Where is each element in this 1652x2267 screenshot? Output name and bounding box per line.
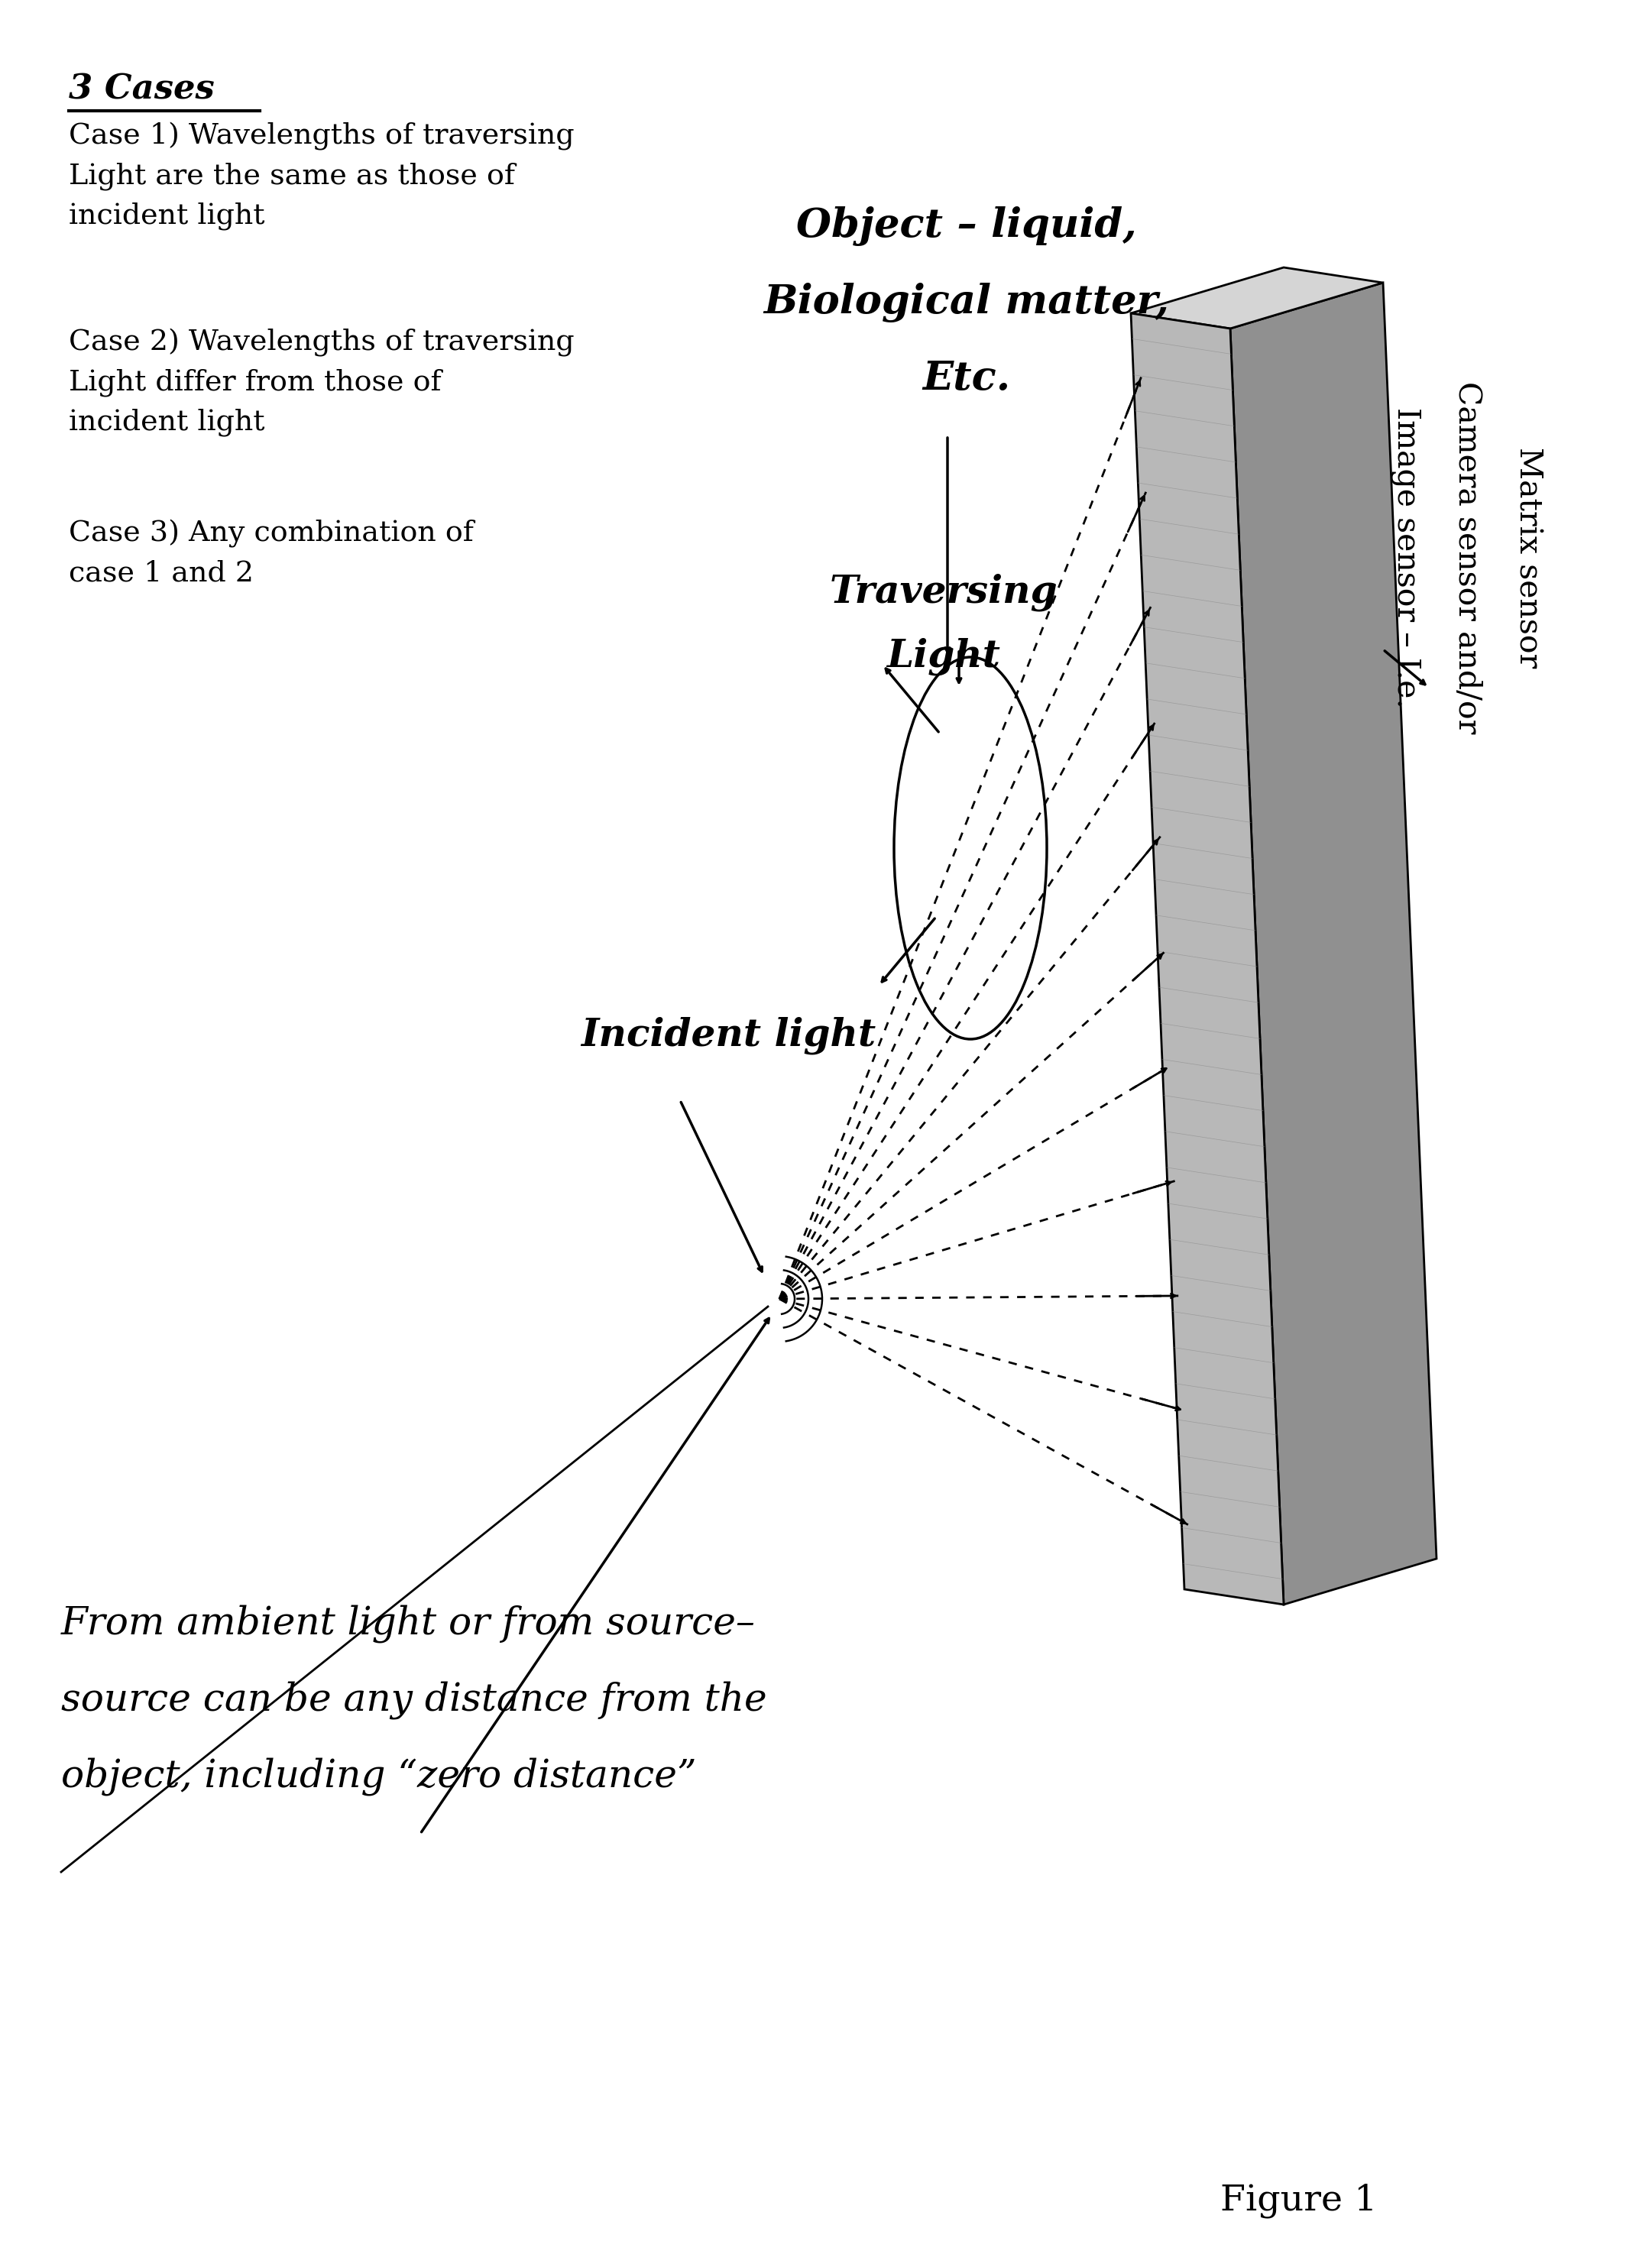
Text: Case 2) Wavelengths of traversing
Light differ from those of
incident light: Case 2) Wavelengths of traversing Light … [69,329,575,435]
Text: Figure 1: Figure 1 [1221,2183,1378,2217]
Text: object, including “zero distance”: object, including “zero distance” [61,1757,697,1795]
Text: Image sensor – I.e.: Image sensor – I.e. [1391,408,1421,707]
Text: Incident light: Incident light [582,1016,876,1054]
Text: Case 3) Any combination of
case 1 and 2: Case 3) Any combination of case 1 and 2 [69,519,474,587]
Polygon shape [1132,268,1383,329]
Text: Camera sensor and/or: Camera sensor and/or [1452,381,1482,735]
Polygon shape [1132,313,1284,1605]
Text: Etc.: Etc. [922,358,1011,399]
Text: Case 1) Wavelengths of traversing
Light are the same as those of
incident light: Case 1) Wavelengths of traversing Light … [69,122,575,229]
Text: Light: Light [887,637,1001,676]
Text: 3 Cases: 3 Cases [69,73,215,107]
Text: Object – liquid,: Object – liquid, [796,206,1137,247]
Text: source can be any distance from the: source can be any distance from the [61,1680,767,1718]
Polygon shape [1231,283,1437,1605]
Text: Traversing: Traversing [829,574,1057,610]
Text: Biological matter,: Biological matter, [763,283,1170,322]
Text: Matrix sensor: Matrix sensor [1513,447,1543,669]
Text: From ambient light or from source–: From ambient light or from source– [61,1605,755,1644]
